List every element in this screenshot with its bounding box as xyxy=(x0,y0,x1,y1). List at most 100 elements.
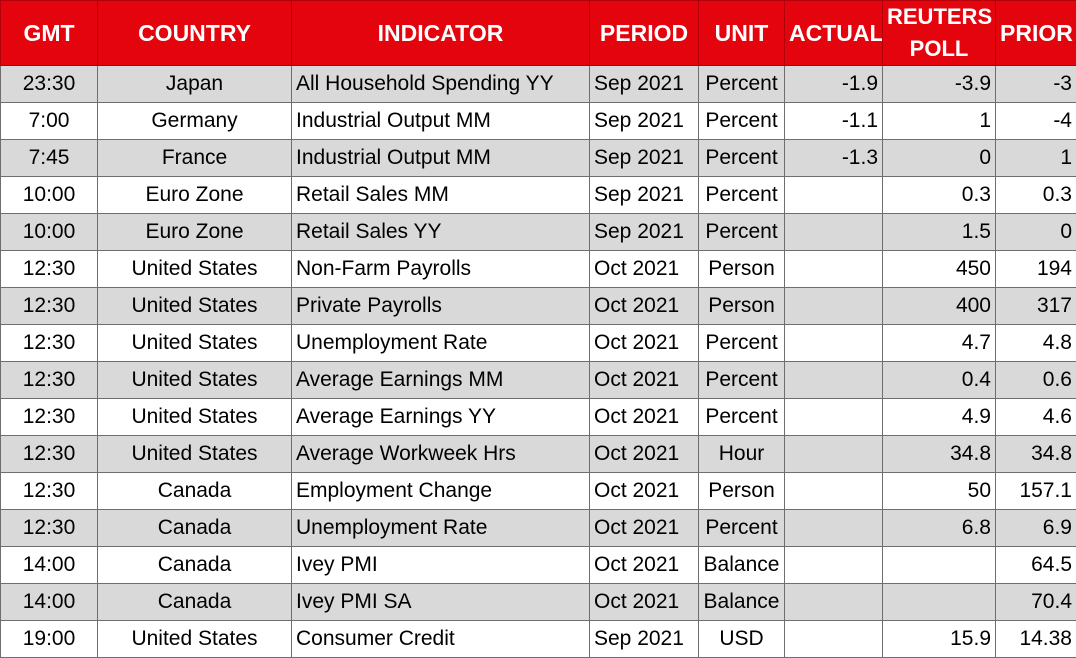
cell-prior: 70.4 xyxy=(996,584,1076,621)
cell-country: United States xyxy=(98,621,292,658)
header-period: PERIOD xyxy=(590,1,699,66)
cell-reuters-poll: 4.9 xyxy=(883,399,996,436)
cell-prior: 34.8 xyxy=(996,436,1076,473)
cell-indicator: Retail Sales MM xyxy=(292,177,590,214)
cell-period: Oct 2021 xyxy=(590,288,699,325)
cell-gmt: 23:30 xyxy=(1,66,98,103)
cell-indicator: Unemployment Rate xyxy=(292,510,590,547)
cell-prior: 317 xyxy=(996,288,1076,325)
cell-country: Canada xyxy=(98,547,292,584)
cell-reuters-poll: 6.8 xyxy=(883,510,996,547)
cell-gmt: 12:30 xyxy=(1,325,98,362)
cell-indicator: Non-Farm Payrolls xyxy=(292,251,590,288)
cell-prior: 194 xyxy=(996,251,1076,288)
cell-period: Sep 2021 xyxy=(590,214,699,251)
cell-period: Sep 2021 xyxy=(590,621,699,658)
cell-indicator: Ivey PMI xyxy=(292,547,590,584)
cell-actual xyxy=(785,288,883,325)
header-indicator: INDICATOR xyxy=(292,1,590,66)
cell-actual xyxy=(785,362,883,399)
cell-gmt: 12:30 xyxy=(1,288,98,325)
cell-gmt: 7:00 xyxy=(1,103,98,140)
cell-indicator: Average Workweek Hrs xyxy=(292,436,590,473)
cell-gmt: 12:30 xyxy=(1,362,98,399)
cell-prior: -3 xyxy=(996,66,1076,103)
cell-reuters-poll: 0.4 xyxy=(883,362,996,399)
cell-reuters-poll xyxy=(883,584,996,621)
cell-reuters-poll xyxy=(883,547,996,584)
header-unit: UNIT xyxy=(699,1,785,66)
cell-prior: 6.9 xyxy=(996,510,1076,547)
header-reuters-poll-line2: POLL xyxy=(910,36,969,61)
cell-country: France xyxy=(98,140,292,177)
cell-gmt: 7:45 xyxy=(1,140,98,177)
cell-unit: Balance xyxy=(699,547,785,584)
cell-prior: 64.5 xyxy=(996,547,1076,584)
header-row: GMT COUNTRY INDICATOR PERIOD UNIT ACTUAL… xyxy=(1,1,1076,66)
cell-period: Oct 2021 xyxy=(590,510,699,547)
cell-actual xyxy=(785,251,883,288)
cell-unit: Percent xyxy=(699,103,785,140)
cell-period: Oct 2021 xyxy=(590,473,699,510)
cell-actual xyxy=(785,399,883,436)
cell-reuters-poll: 34.8 xyxy=(883,436,996,473)
cell-actual: -1.9 xyxy=(785,66,883,103)
cell-actual xyxy=(785,547,883,584)
cell-actual xyxy=(785,325,883,362)
header-prior: PRIOR xyxy=(996,1,1076,66)
header-country: COUNTRY xyxy=(98,1,292,66)
cell-country: Canada xyxy=(98,473,292,510)
cell-country: Canada xyxy=(98,584,292,621)
cell-period: Oct 2021 xyxy=(590,436,699,473)
cell-period: Oct 2021 xyxy=(590,584,699,621)
cell-unit: Person xyxy=(699,251,785,288)
cell-reuters-poll: 15.9 xyxy=(883,621,996,658)
cell-unit: Percent xyxy=(699,362,785,399)
cell-reuters-poll: 0 xyxy=(883,140,996,177)
cell-actual xyxy=(785,177,883,214)
cell-gmt: 14:00 xyxy=(1,584,98,621)
cell-gmt: 19:00 xyxy=(1,621,98,658)
cell-actual xyxy=(785,510,883,547)
cell-actual: -1.1 xyxy=(785,103,883,140)
cell-actual xyxy=(785,621,883,658)
cell-gmt: 12:30 xyxy=(1,510,98,547)
cell-country: United States xyxy=(98,362,292,399)
cell-indicator: Industrial Output MM xyxy=(292,103,590,140)
cell-unit: Percent xyxy=(699,214,785,251)
cell-indicator: Consumer Credit xyxy=(292,621,590,658)
cell-indicator: Ivey PMI SA xyxy=(292,584,590,621)
cell-period: Sep 2021 xyxy=(590,177,699,214)
cell-country: Germany xyxy=(98,103,292,140)
cell-period: Sep 2021 xyxy=(590,140,699,177)
cell-indicator: Average Earnings YY xyxy=(292,399,590,436)
cell-indicator: Retail Sales YY xyxy=(292,214,590,251)
cell-prior: 4.8 xyxy=(996,325,1076,362)
cell-unit: Percent xyxy=(699,66,785,103)
cell-reuters-poll: 0.3 xyxy=(883,177,996,214)
cell-prior: 0.6 xyxy=(996,362,1076,399)
cell-unit: Percent xyxy=(699,399,785,436)
cell-gmt: 12:30 xyxy=(1,399,98,436)
cell-unit: Person xyxy=(699,473,785,510)
cell-reuters-poll: 400 xyxy=(883,288,996,325)
cell-prior: 157.1 xyxy=(996,473,1076,510)
cell-prior: -4 xyxy=(996,103,1076,140)
cell-unit: Percent xyxy=(699,140,785,177)
header-actual: ACTUAL xyxy=(785,1,883,66)
cell-gmt: 12:30 xyxy=(1,473,98,510)
cell-period: Oct 2021 xyxy=(590,362,699,399)
cell-reuters-poll: 1.5 xyxy=(883,214,996,251)
